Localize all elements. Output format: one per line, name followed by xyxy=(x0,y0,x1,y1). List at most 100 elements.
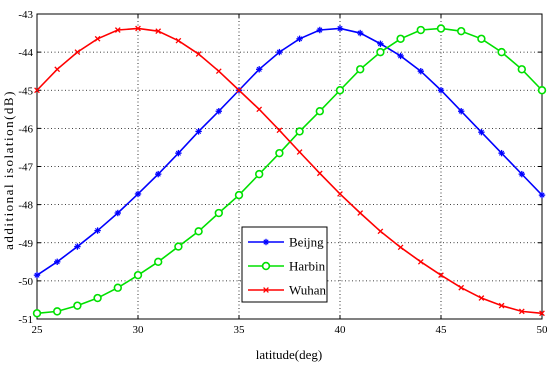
legend-marker xyxy=(263,287,269,293)
data-point xyxy=(316,170,323,177)
data-point xyxy=(34,87,40,94)
data-point xyxy=(214,208,224,218)
legend-marker xyxy=(261,261,271,271)
data-point xyxy=(376,47,385,57)
y-tick-label: -49 xyxy=(18,238,33,250)
data-point xyxy=(458,284,465,291)
data-point xyxy=(517,65,526,74)
data-point xyxy=(539,310,545,317)
x-tick-label: 45 xyxy=(436,324,448,336)
data-point xyxy=(296,149,303,155)
data-point xyxy=(377,228,384,235)
data-point xyxy=(397,52,404,60)
data-point xyxy=(195,128,202,135)
data-point xyxy=(276,48,283,56)
data-point xyxy=(33,271,41,279)
data-point xyxy=(215,108,222,115)
data-point xyxy=(94,227,101,234)
legend-marker xyxy=(262,238,270,246)
data-point xyxy=(498,302,505,309)
legend-label: Harbin xyxy=(289,259,326,274)
data-point xyxy=(74,243,81,250)
data-point xyxy=(174,242,183,251)
y-tick-label: -43 xyxy=(18,9,33,21)
data-point xyxy=(315,107,324,116)
data-point xyxy=(478,128,485,136)
data-point xyxy=(113,283,123,292)
data-point xyxy=(73,301,82,310)
data-point xyxy=(538,191,546,199)
data-point xyxy=(437,87,445,94)
x-tick-label: 35 xyxy=(234,324,246,336)
data-point xyxy=(458,108,465,115)
data-point xyxy=(457,26,466,36)
data-point xyxy=(52,307,62,316)
data-point xyxy=(135,25,141,32)
x-tick-label: 50 xyxy=(537,324,547,336)
data-point xyxy=(356,65,365,74)
data-point xyxy=(94,35,101,42)
data-point xyxy=(417,258,424,265)
series-wuhan xyxy=(34,25,545,317)
y-tick-label: -46 xyxy=(18,123,33,135)
data-point xyxy=(417,67,424,75)
data-point xyxy=(134,190,142,198)
data-point xyxy=(236,87,242,94)
y-axis-label: additional isolation(dB) xyxy=(1,90,16,250)
data-point xyxy=(133,270,143,280)
y-ticks: -43 -44 -45 -46 -47 -48 -49 -50 -51 xyxy=(18,9,542,326)
data-point xyxy=(518,170,525,178)
data-point xyxy=(175,149,182,157)
data-point xyxy=(436,24,446,33)
data-point xyxy=(537,86,547,95)
data-point xyxy=(438,272,444,279)
data-point xyxy=(478,295,485,301)
legend-entry-beijng: Beijng xyxy=(248,235,324,250)
data-point xyxy=(54,258,61,266)
x-axis-label: latitude(deg) xyxy=(256,347,322,362)
x-tick-label: 30 xyxy=(133,324,145,336)
legend-entry-harbin: Harbin xyxy=(248,259,326,274)
data-point xyxy=(114,209,121,217)
x-tick-label: 40 xyxy=(335,324,347,336)
data-point xyxy=(498,149,505,157)
data-point xyxy=(175,37,182,44)
series-line-beijng xyxy=(36,27,543,276)
data-point xyxy=(154,257,163,267)
data-point xyxy=(255,169,264,179)
data-point xyxy=(357,29,364,37)
data-point xyxy=(316,26,323,34)
data-point xyxy=(518,308,525,315)
data-point xyxy=(32,309,42,318)
y-tick-label: -50 xyxy=(18,276,33,288)
data-point xyxy=(155,170,162,178)
data-point xyxy=(54,66,61,73)
y-tick-label: -48 xyxy=(18,200,33,212)
data-point xyxy=(336,25,344,32)
y-tick-label: -45 xyxy=(18,85,33,97)
x-tick-label: 25 xyxy=(32,324,44,336)
data-point xyxy=(114,27,121,33)
data-point xyxy=(93,293,102,303)
data-point xyxy=(195,51,202,57)
data-point xyxy=(397,244,404,251)
series-line-wuhan xyxy=(36,27,543,315)
series-lines xyxy=(32,24,547,318)
y-tick-label: -51 xyxy=(18,314,33,326)
legend-entry-wuhan: Wuhan xyxy=(248,283,327,298)
data-point xyxy=(256,66,263,73)
data-point xyxy=(477,34,486,43)
data-point xyxy=(295,127,304,136)
data-point xyxy=(337,191,343,197)
data-point xyxy=(296,35,303,42)
data-point xyxy=(74,49,81,55)
y-tick-label: -47 xyxy=(18,162,33,174)
y-tick-label: -44 xyxy=(18,47,33,59)
data-point xyxy=(215,68,222,75)
legend-label: Beijng xyxy=(289,235,324,250)
data-point xyxy=(416,25,425,35)
data-point xyxy=(275,148,284,158)
data-point xyxy=(234,190,244,200)
series-beijng xyxy=(33,25,546,279)
